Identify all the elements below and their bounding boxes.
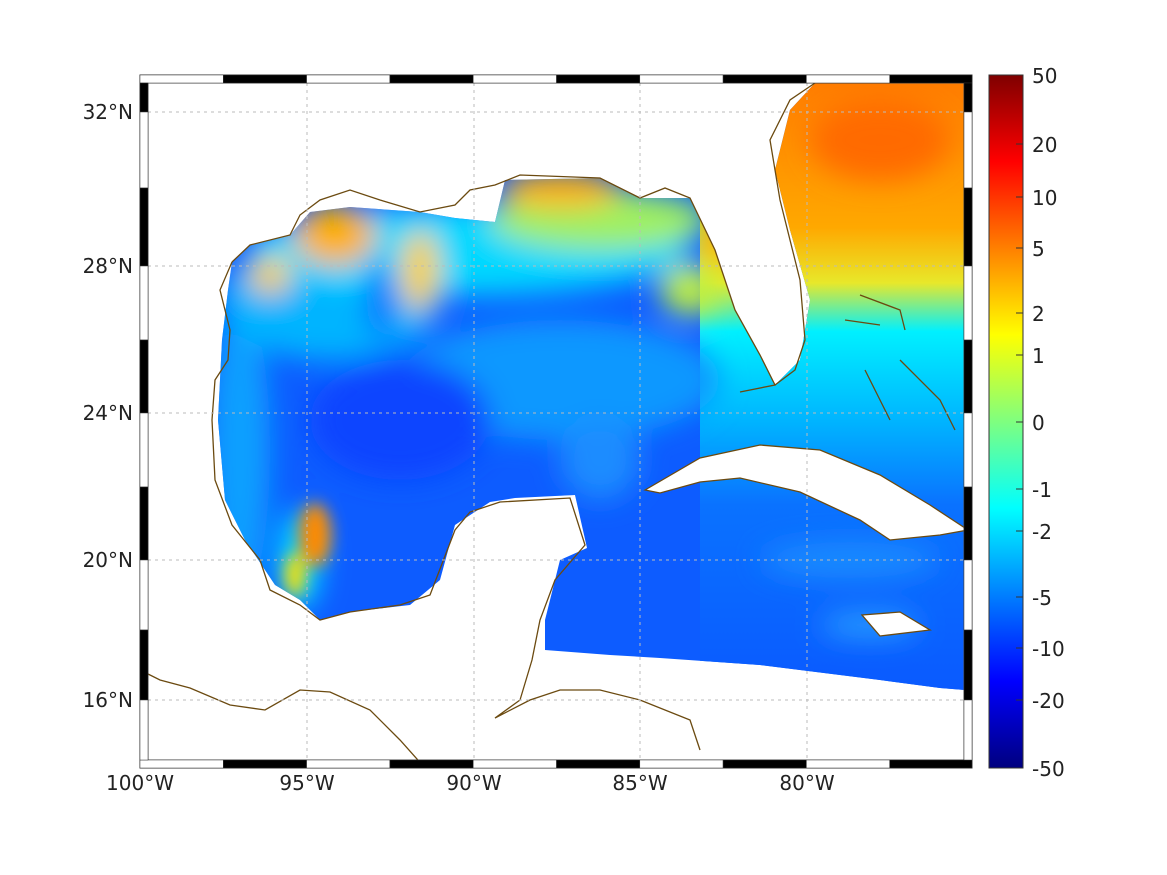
cuba — [643, 444, 970, 541]
colorbar-tick-label: 5 — [1032, 237, 1045, 261]
colorbar-tick-label: -50 — [1032, 757, 1065, 781]
colorbar-tick-label: -20 — [1032, 689, 1065, 713]
bahamas — [844, 294, 956, 431]
y-tick-label: 32°N — [83, 100, 133, 124]
x-tick-label: 85°W — [612, 771, 667, 795]
y-tick-label: 24°N — [83, 401, 133, 425]
x-tick-label: 95°W — [279, 771, 334, 795]
colorbar-tick-label: -1 — [1032, 478, 1052, 502]
y-tick-label: 20°N — [83, 548, 133, 572]
graticule — [148, 83, 964, 760]
colorbar-tick-label: 20 — [1032, 133, 1057, 157]
colorbar-tick-label: 2 — [1032, 302, 1045, 326]
data-field — [218, 83, 965, 690]
colorbar-tick-label: -2 — [1032, 520, 1052, 544]
x-tick-label: 80°W — [779, 771, 834, 795]
colorbar-tick-label: -5 — [1032, 586, 1052, 610]
x-tick-label: 90°W — [446, 771, 501, 795]
colorbar-tick-label: 10 — [1032, 186, 1057, 210]
colorbar-tick-label: 1 — [1032, 344, 1045, 368]
jamaica — [860, 611, 932, 637]
colorbar-tick-label: 0 — [1032, 411, 1045, 435]
colorbar-tick-label: -10 — [1032, 637, 1065, 661]
x-tick-label: 100°W — [106, 771, 174, 795]
y-tick-label: 28°N — [83, 254, 133, 278]
frame-checker — [139, 74, 973, 769]
y-tick-label: 16°N — [83, 688, 133, 712]
colorbar-tick-label: 50 — [1032, 64, 1057, 88]
